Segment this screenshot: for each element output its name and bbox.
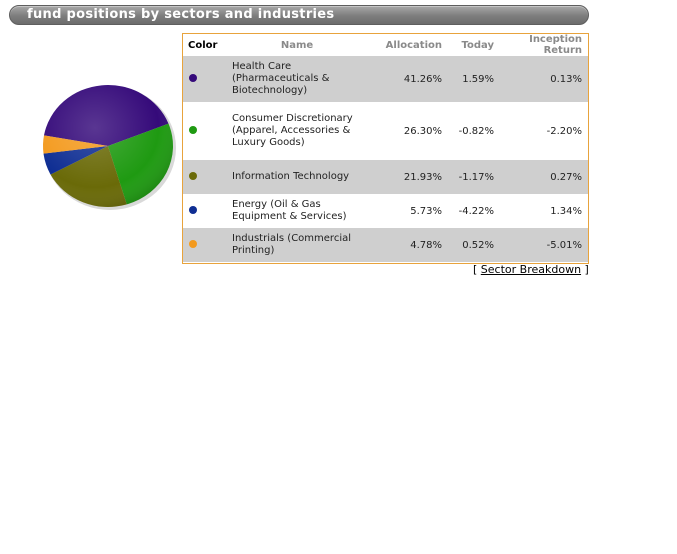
row-name: Industrials (Commercial Printing) [226, 228, 368, 262]
bracket-open: [ [473, 263, 478, 276]
table-row: Consumer Discretionary (Apparel, Accesso… [183, 102, 588, 160]
table-header-row: Color Name Allocation Today Inception Re… [183, 34, 588, 56]
sector-pie-chart [38, 82, 176, 212]
row-today: 1.59% [450, 56, 504, 102]
table-row: Health Care (Pharmaceuticals & Biotechno… [183, 56, 588, 102]
col-header-allocation: Allocation [385, 39, 442, 51]
row-inception-return: 1.34% [550, 205, 582, 217]
row-today: -0.82% [458, 125, 494, 137]
sector-breakdown-link-wrap: [ Sector Breakdown ] [473, 263, 589, 276]
row-allocation: 21.93% [368, 160, 450, 194]
table-row: Information Technology 21.93% -1.17% 0.2… [183, 160, 588, 194]
col-header-inception-return: Inception Return [529, 34, 582, 56]
col-header-today: Today [461, 39, 494, 51]
row-inception-return: 0.13% [504, 56, 588, 102]
color-swatch [189, 125, 197, 134]
row-allocation: 26.30% [403, 125, 442, 137]
positions-table: Color Name Allocation Today Inception Re… [183, 34, 588, 262]
row-allocation: 5.73% [410, 205, 442, 217]
color-swatch [189, 239, 197, 248]
color-swatch [189, 73, 197, 82]
table-row: Energy (Oil & Gas Equipment & Services) … [183, 194, 588, 228]
row-inception-return: -5.01% [504, 228, 588, 262]
row-name: Energy (Oil & Gas Equipment & Services) [232, 199, 347, 222]
row-inception-return: -2.20% [546, 125, 582, 137]
col-header-name: Name [280, 39, 314, 51]
positions-table-container: Color Name Allocation Today Inception Re… [182, 33, 589, 264]
pie-highlight [43, 85, 173, 207]
row-name: Consumer Discretionary (Apparel, Accesso… [232, 113, 353, 148]
row-today: 0.52% [450, 228, 504, 262]
sector-breakdown-link[interactable]: Sector Breakdown [480, 263, 582, 276]
row-today: -4.22% [458, 205, 494, 217]
bracket-close: ] [584, 263, 589, 276]
color-swatch [189, 171, 197, 180]
row-name: Health Care (Pharmaceuticals & Biotechno… [226, 56, 368, 102]
section-title: fund positions by sectors and industries [27, 7, 335, 22]
row-allocation: 4.78% [368, 228, 450, 262]
row-allocation: 41.26% [368, 56, 450, 102]
section-title-bar: fund positions by sectors and industries [9, 5, 589, 25]
col-header-color: Color [188, 39, 218, 51]
row-today: -1.17% [450, 160, 504, 194]
pie-svg [42, 85, 176, 210]
row-name: Information Technology [226, 160, 368, 194]
row-inception-return: 0.27% [504, 160, 588, 194]
table-row: Industrials (Commercial Printing) 4.78% … [183, 228, 588, 262]
color-swatch [189, 205, 197, 214]
